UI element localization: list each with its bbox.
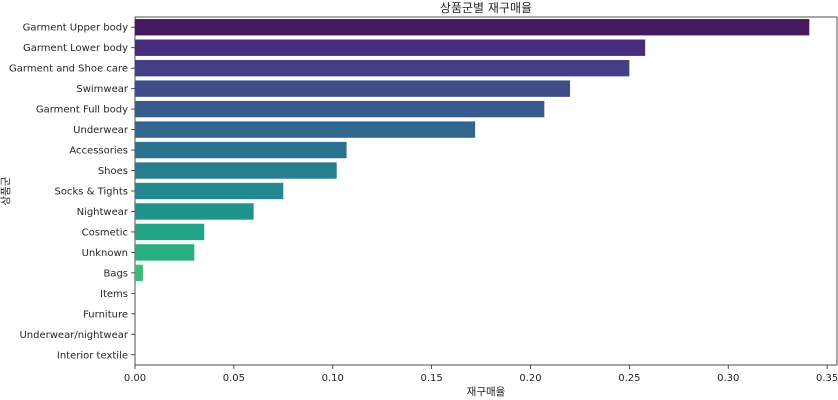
x-tick-label: 0.10 xyxy=(322,373,344,384)
bar xyxy=(135,223,205,241)
bar xyxy=(135,203,254,220)
category-label: Garment Lower body xyxy=(23,43,128,54)
category-label: Swimwear xyxy=(76,84,129,95)
bar xyxy=(135,162,337,179)
category-label: Nightwear xyxy=(77,207,129,218)
bar xyxy=(135,80,571,97)
category-label: Shoes xyxy=(98,166,128,177)
x-ticks-group: 0.00 0.05 0.10 0.15 0.20 0.25 0.30 0.35 xyxy=(124,365,838,384)
bars-group xyxy=(135,19,810,282)
category-labels-group: Garment Upper body Garment Lower body Garm… xyxy=(9,23,135,361)
category-label: Underwear/nightwear xyxy=(19,330,128,341)
bar xyxy=(135,244,195,261)
category-label: Items xyxy=(100,289,128,300)
bar xyxy=(135,39,646,56)
category-label: Furniture xyxy=(83,309,128,320)
x-tick-label: 0.15 xyxy=(420,373,442,384)
bar xyxy=(135,141,347,159)
category-label: Cosmetic xyxy=(82,227,128,238)
x-axis-title: 재구매율 xyxy=(467,386,506,398)
category-label: Interior textile xyxy=(57,350,128,361)
bar xyxy=(135,264,143,282)
x-tick-label: 0.35 xyxy=(816,373,838,384)
bar xyxy=(135,19,810,36)
category-label: Unknown xyxy=(82,248,128,259)
y-axis-title: 상품군 xyxy=(0,176,12,205)
bar xyxy=(135,59,630,77)
category-label: Garment Upper body xyxy=(23,23,128,34)
chart-title: 상품군별 재구매율 xyxy=(440,1,532,15)
bar xyxy=(135,121,476,138)
category-label: Accessories xyxy=(69,146,128,157)
category-label: Bags xyxy=(103,268,128,279)
category-label: Underwear xyxy=(73,125,129,136)
x-tick-label: 0.30 xyxy=(717,373,739,384)
bar xyxy=(135,100,545,118)
bar xyxy=(135,182,284,200)
x-tick-label: 0.00 xyxy=(124,373,146,384)
category-label: Garment Full body xyxy=(36,105,128,116)
x-tick-label: 0.20 xyxy=(519,373,541,384)
category-label: Socks & Tights xyxy=(54,187,128,198)
x-tick-label: 0.25 xyxy=(618,373,640,384)
category-label: Garment and Shoe care xyxy=(9,64,128,75)
x-tick-label: 0.05 xyxy=(223,373,245,384)
